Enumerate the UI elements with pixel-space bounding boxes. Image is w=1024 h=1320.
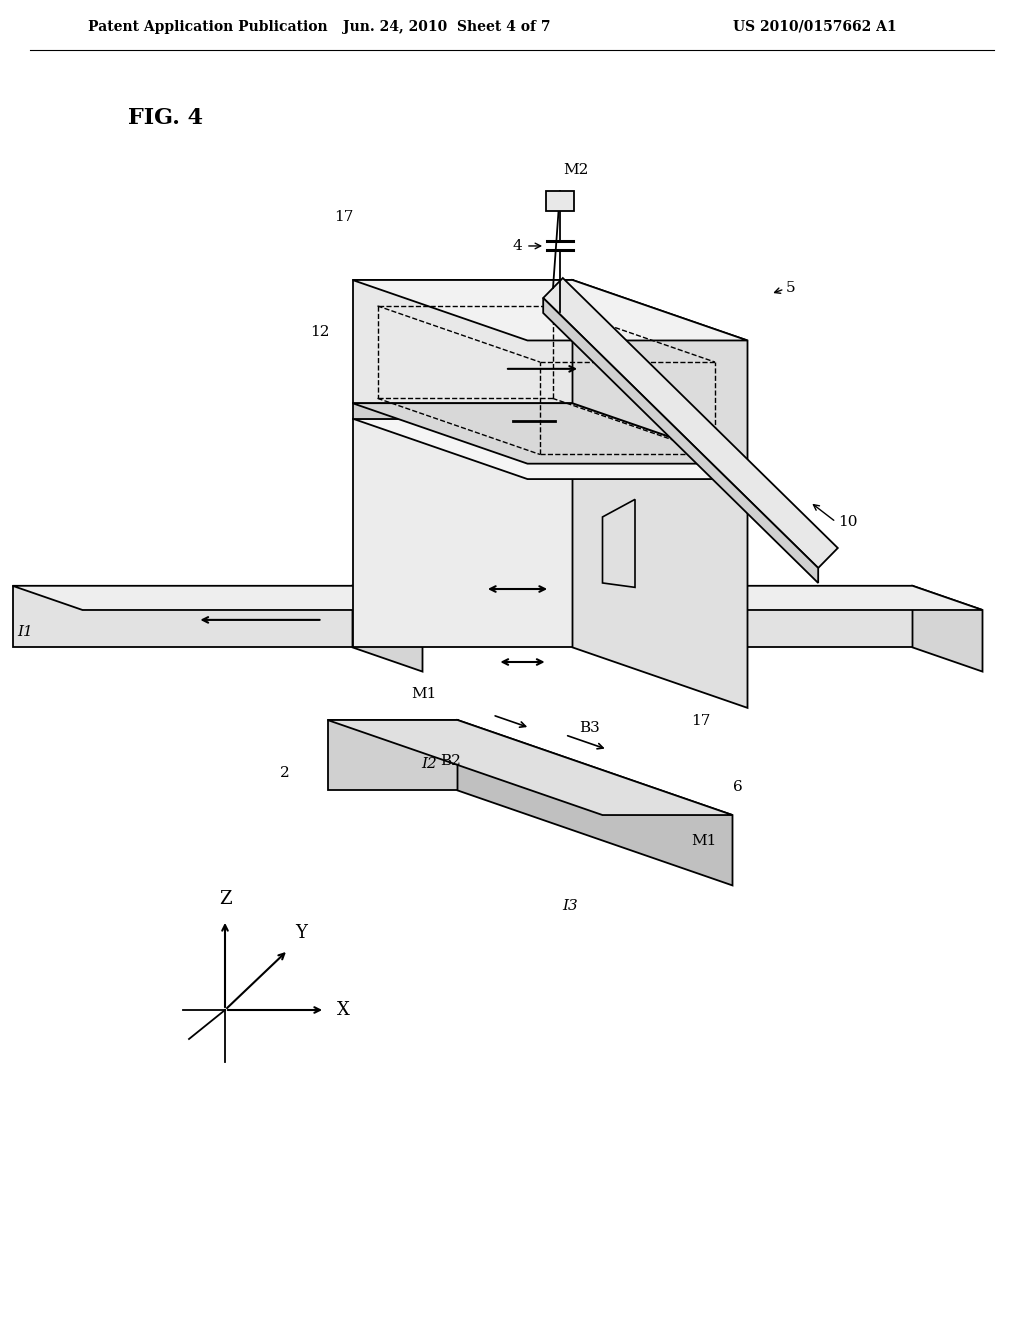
- Text: M1: M1: [691, 834, 717, 847]
- Text: I2: I2: [421, 756, 437, 771]
- Text: Z: Z: [219, 890, 231, 908]
- Polygon shape: [328, 719, 732, 814]
- Text: 1: 1: [673, 524, 683, 539]
- Text: 10: 10: [838, 515, 857, 529]
- Text: 6: 6: [733, 780, 742, 795]
- Polygon shape: [572, 586, 982, 610]
- Text: 2: 2: [281, 766, 290, 780]
- Polygon shape: [572, 418, 748, 708]
- Polygon shape: [912, 586, 982, 672]
- Polygon shape: [12, 586, 423, 610]
- Text: X: X: [337, 1001, 350, 1019]
- Polygon shape: [328, 719, 458, 791]
- Text: 5: 5: [785, 281, 795, 294]
- Polygon shape: [12, 586, 352, 647]
- Polygon shape: [352, 403, 748, 463]
- Polygon shape: [352, 418, 748, 479]
- Text: 8: 8: [640, 517, 649, 532]
- Polygon shape: [572, 280, 748, 463]
- Polygon shape: [352, 418, 572, 647]
- Text: 17: 17: [351, 615, 371, 630]
- Text: US 2010/0157662 A1: US 2010/0157662 A1: [733, 20, 897, 34]
- Text: Y: Y: [295, 924, 307, 942]
- Polygon shape: [352, 586, 423, 672]
- Text: M1: M1: [412, 688, 437, 701]
- Text: FIG. 4: FIG. 4: [128, 107, 203, 129]
- Text: B2: B2: [440, 754, 461, 768]
- Text: 17: 17: [334, 210, 353, 224]
- Polygon shape: [543, 298, 818, 583]
- Text: B3: B3: [579, 721, 600, 735]
- Polygon shape: [602, 499, 635, 587]
- Polygon shape: [572, 403, 748, 479]
- Text: 4: 4: [512, 239, 522, 253]
- Text: I1: I1: [16, 624, 33, 639]
- Polygon shape: [543, 279, 838, 568]
- Text: 17: 17: [621, 590, 640, 605]
- Text: M2: M2: [563, 164, 589, 177]
- Polygon shape: [352, 280, 572, 403]
- Text: 17: 17: [691, 714, 711, 729]
- Polygon shape: [352, 403, 572, 418]
- Text: 7: 7: [657, 521, 667, 536]
- Polygon shape: [352, 280, 748, 341]
- Polygon shape: [458, 719, 732, 886]
- Text: 3: 3: [714, 401, 724, 414]
- Text: I3: I3: [562, 899, 578, 913]
- Text: Jun. 24, 2010  Sheet 4 of 7: Jun. 24, 2010 Sheet 4 of 7: [343, 20, 551, 34]
- FancyBboxPatch shape: [546, 191, 574, 211]
- Text: Patent Application Publication: Patent Application Publication: [88, 20, 328, 34]
- Polygon shape: [572, 586, 912, 647]
- Text: 12: 12: [310, 325, 330, 339]
